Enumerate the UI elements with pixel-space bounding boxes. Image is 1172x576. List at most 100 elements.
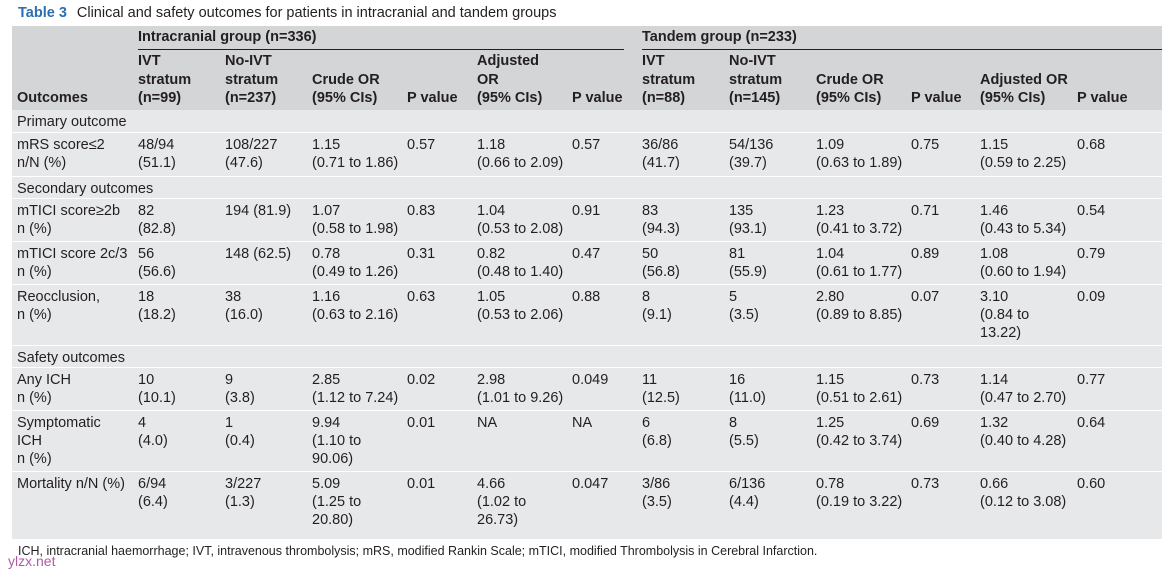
cell-p3-line: 0.75 xyxy=(911,137,940,153)
cell-p2-line: 0.049 xyxy=(572,372,609,388)
cell-adj: 4.66 (1.02 to 26.73) xyxy=(477,475,526,529)
cell-noivt-line: (0.4) xyxy=(225,433,255,449)
cell-p3: 0.73 xyxy=(911,475,939,493)
col-header-t_adj: Adjusted OR (95% CIs) xyxy=(980,71,1068,108)
cell-t_adj-line: (0.40 to 4.28) xyxy=(980,433,1067,449)
cell-outcomes-line: n (%) xyxy=(17,307,52,323)
cell-p1-line: 0.02 xyxy=(407,372,436,388)
cell-outcomes-line: Any ICH xyxy=(17,372,71,388)
cell-t_crude-line: (0.42 to 3.74) xyxy=(816,433,903,449)
cell-ivt: 82 (82.8) xyxy=(138,202,176,238)
cell-t_ivt-line: 36/86 xyxy=(642,137,679,153)
cell-t_adj-line: (0.60 to 1.94) xyxy=(980,264,1067,280)
cell-adj-line: (1.01 to 9.26) xyxy=(477,390,564,406)
cell-t_noivt: 135 (93.1) xyxy=(729,202,767,238)
cell-t_adj-line: 3.10 xyxy=(980,289,1009,305)
cell-crude: 1.15 (0.71 to 1.86) xyxy=(312,136,398,172)
section-row-secondary: Secondary outcomes xyxy=(12,176,1162,199)
cell-ivt-line: (51.1) xyxy=(138,155,176,171)
cell-t_noivt-line: 8 xyxy=(729,415,738,431)
cell-t_crude-line: 0.78 xyxy=(816,476,845,492)
cell-p2: NA xyxy=(572,414,592,432)
cell-noivt: 3/227 (1.3) xyxy=(225,475,261,511)
cell-t_adj: 1.46 (0.43 to 5.34) xyxy=(980,202,1066,238)
col-header-noivt-line: (n=237) xyxy=(225,90,277,106)
table-title: Clinical and safety outcomes for patient… xyxy=(76,5,557,21)
cell-noivt-line: (1.3) xyxy=(225,494,255,510)
col-header-p1: P value xyxy=(407,89,458,108)
cell-noivt: 148 (62.5) xyxy=(225,245,291,263)
cell-p1: 0.63 xyxy=(407,288,435,306)
cell-p2-line: 0.047 xyxy=(572,476,609,492)
col-header-p3: P value xyxy=(911,89,962,108)
cell-p4-line: 0.68 xyxy=(1077,137,1106,153)
cell-t_adj-line: (0.47 to 2.70) xyxy=(980,390,1067,406)
cell-t_adj-line: (0.59 to 2.25) xyxy=(980,155,1067,171)
col-header-p2-line: P value xyxy=(572,90,623,106)
table-row: Symptomatic ICH n (%) 4 (4.0) 1 (0.4) 9.94 (1.10… xyxy=(12,410,1162,472)
cell-adj-line: (1.02 to xyxy=(477,494,527,510)
cell-t_crude-line: (0.51 to 2.61) xyxy=(816,390,903,406)
cell-outcomes-line: n (%) xyxy=(17,451,52,467)
cell-adj: 2.98 (1.01 to 9.26) xyxy=(477,371,563,407)
col-header-outcomes: Outcomes xyxy=(17,89,88,108)
col-header-crude: Crude OR (95% CIs) xyxy=(312,71,380,108)
cell-noivt-line: (47.6) xyxy=(225,155,263,171)
cell-p2: 0.91 xyxy=(572,202,600,220)
cell-p1-line: 0.83 xyxy=(407,203,436,219)
cell-p4: 0.64 xyxy=(1077,414,1105,432)
cell-adj-line: 2.98 xyxy=(477,372,506,388)
col-header-t_noivt: No-IVT stratum (n=145) xyxy=(729,52,782,108)
cell-adj-line: 0.82 xyxy=(477,246,506,262)
cell-t_adj-line: 1.15 xyxy=(980,137,1009,153)
cell-ivt-line: 56 xyxy=(138,246,155,262)
cell-t_ivt-line: (3.5) xyxy=(642,494,672,510)
cell-ivt: 56 (56.6) xyxy=(138,245,176,281)
cell-t_noivt-line: 6/136 xyxy=(729,476,766,492)
cell-outcomes-line: n (%) xyxy=(17,264,52,280)
cell-outcomes-line: n (%) xyxy=(17,390,52,406)
cell-t_crude-line: 1.23 xyxy=(816,203,845,219)
cell-outcomes: Reocclusion, n (%) xyxy=(17,288,100,324)
cell-t_ivt: 83 (94.3) xyxy=(642,202,680,238)
cell-p3: 0.71 xyxy=(911,202,939,220)
cell-crude-line: 9.94 xyxy=(312,415,341,431)
cell-p2: 0.47 xyxy=(572,245,600,263)
cell-p4: 0.77 xyxy=(1077,371,1105,389)
col-header-ivt-line: IVT xyxy=(138,53,161,69)
intracranial-rule xyxy=(138,49,624,50)
col-header-adj-line: Adjusted xyxy=(477,53,540,69)
col-header-p4: P value xyxy=(1077,89,1128,108)
cell-adj-line: (0.48 to 1.40) xyxy=(477,264,564,280)
cell-t_crude: 1.04 (0.61 to 1.77) xyxy=(816,245,902,281)
cell-t_ivt-line: (94.3) xyxy=(642,221,680,237)
cell-t_adj-line: 1.32 xyxy=(980,415,1009,431)
col-header-adj-line: (95% CIs) xyxy=(477,90,543,106)
cell-crude: 2.85 (1.12 to 7.24) xyxy=(312,371,398,407)
cell-p3-line: 0.71 xyxy=(911,203,940,219)
cell-p1-line: 0.63 xyxy=(407,289,436,305)
cell-t_noivt: 81 (55.9) xyxy=(729,245,767,281)
cell-p3-line: 0.73 xyxy=(911,372,940,388)
cell-adj-line: (0.53 to 2.06) xyxy=(477,307,564,323)
cell-noivt-line: 9 xyxy=(225,372,234,388)
tandem-rule xyxy=(642,49,1162,50)
cell-ivt-line: 18 xyxy=(138,289,155,305)
cell-t_ivt-line: 6 xyxy=(642,415,651,431)
col-header-t_adj-line: Adjusted OR xyxy=(980,71,1068,88)
cell-p1-line: 0.57 xyxy=(407,137,436,153)
cell-noivt-line: 148 (62.5) xyxy=(225,246,292,262)
cell-noivt: 108/227 (47.6) xyxy=(225,136,277,172)
cell-t_crude-line: (0.89 to 8.85) xyxy=(816,307,903,323)
cell-p2: 0.049 xyxy=(572,371,608,389)
cell-t_crude-line: (0.19 to 3.22) xyxy=(816,494,903,510)
cell-outcomes-line: ICH xyxy=(17,433,42,449)
cell-crude-line: 1.16 xyxy=(312,289,341,305)
cell-ivt-line: 4 xyxy=(138,415,147,431)
cell-t_noivt-line: (93.1) xyxy=(729,221,767,237)
cell-p4: 0.68 xyxy=(1077,136,1105,154)
cell-crude-line: (0.71 to 1.86) xyxy=(312,155,399,171)
cell-p1: 0.01 xyxy=(407,475,435,493)
cell-t_noivt-line: (11.0) xyxy=(729,390,766,406)
cell-p2: 0.88 xyxy=(572,288,600,306)
